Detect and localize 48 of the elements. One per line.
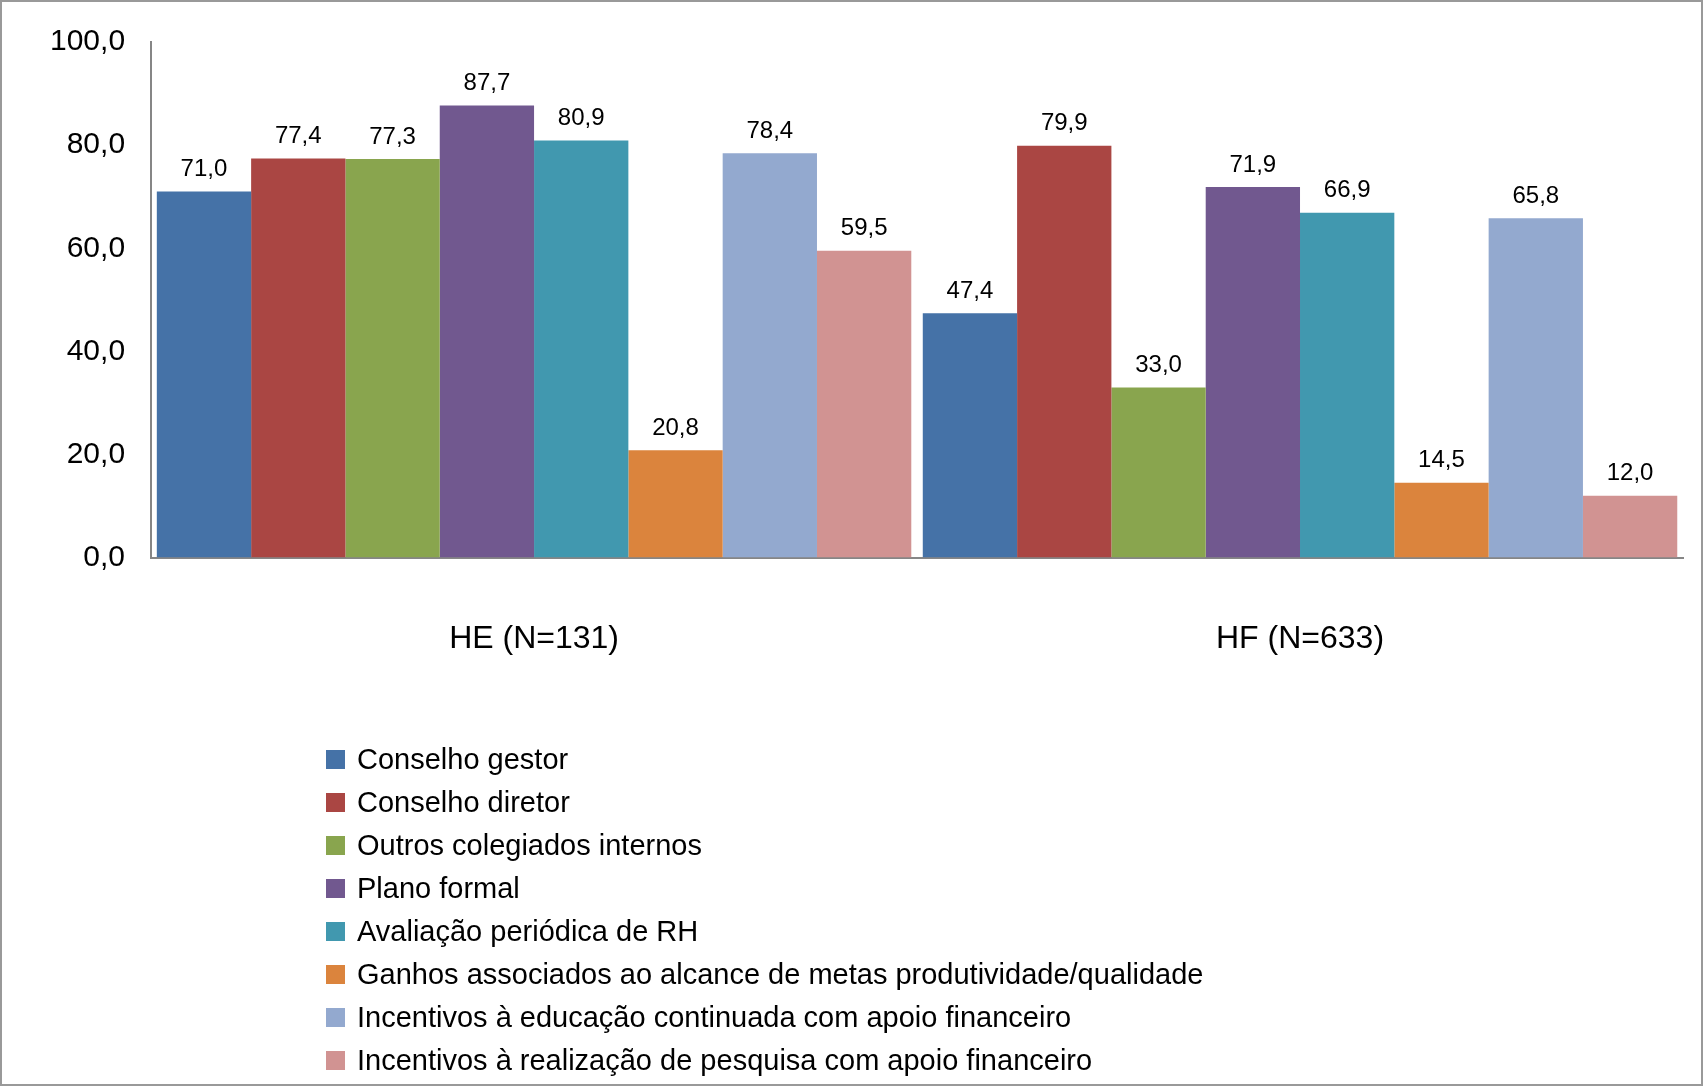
y-tick-label: 40,0 (66, 332, 126, 366)
bar (345, 159, 440, 558)
bar (439, 105, 535, 558)
data-label: 71,0 (180, 154, 228, 182)
bar (1394, 482, 1489, 558)
data-label: 14,5 (1418, 445, 1465, 473)
bar (1111, 387, 1206, 558)
data-label: 87,7 (463, 68, 511, 96)
data-label: 33,0 (1135, 350, 1182, 378)
data-label: 12,0 (1606, 458, 1654, 486)
bar (816, 250, 912, 558)
y-tick-label: 20,0 (66, 435, 126, 469)
data-label: 77,4 (274, 121, 322, 149)
data-label: 80,9 (557, 103, 605, 131)
data-label: 66,9 (1323, 175, 1371, 203)
data-label: 78,4 (746, 115, 794, 143)
y-tick-label: 60,0 (66, 229, 126, 263)
data-label: 79,9 (1040, 108, 1088, 136)
bar (722, 153, 817, 558)
y-tick-label: 100,0 (50, 23, 126, 57)
y-tick-label: 0,0 (83, 538, 126, 572)
x-tick-label: HE (N=131) (449, 618, 619, 655)
bar (1300, 212, 1395, 558)
bar (1488, 218, 1583, 558)
legend-label: Conselho diretor (357, 786, 570, 819)
data-label: 20,8 (652, 412, 699, 440)
legend-label: Outros colegiados internos (357, 829, 702, 862)
bar (1205, 186, 1301, 558)
data-label: 47,4 (946, 275, 994, 303)
data-label: 65,8 (1512, 180, 1560, 208)
legend-label: Ganhos associados ao alcance de metas produtividade/qualidade (357, 958, 1204, 991)
bar (1582, 495, 1678, 558)
data-label: 71,9 (1229, 149, 1277, 177)
legend-label: Avaliação periódica de RH (357, 915, 699, 948)
y-tick-label: 80,0 (66, 126, 126, 160)
data-label: 77,3 (369, 121, 416, 149)
legend-label: Plano formal (357, 872, 520, 905)
bar (251, 158, 346, 558)
bar (922, 313, 1018, 558)
legend-label: Conselho gestor (357, 743, 569, 776)
data-label: 59,5 (840, 213, 888, 241)
bar (628, 450, 723, 558)
x-tick-label: HF (N=633) (1215, 618, 1385, 655)
bar (1017, 145, 1112, 558)
bar (534, 140, 629, 558)
bar (156, 191, 252, 558)
legend-label: Incentivos à realização de pesquisa com apoio financeiro (357, 1044, 1093, 1077)
legend-label: Incentivos à educação continuada com apoio financeiro (357, 1001, 1072, 1034)
